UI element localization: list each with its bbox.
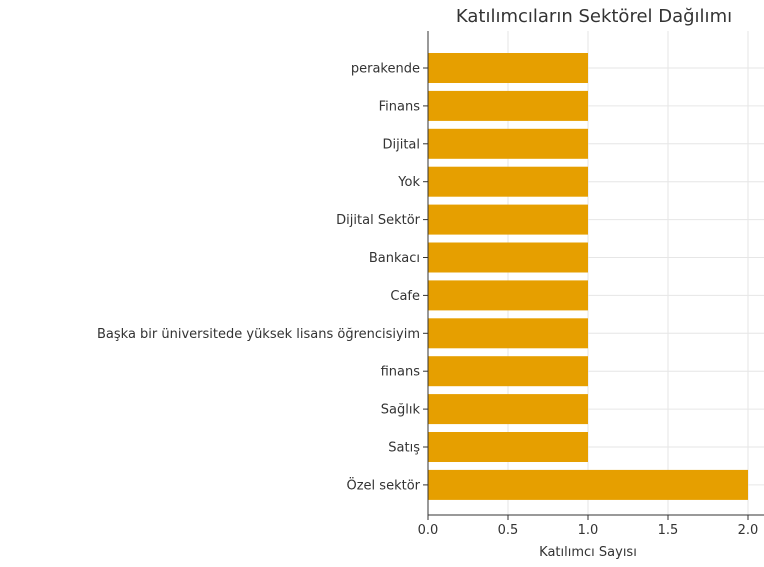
y-tick-label: Yok [397, 175, 420, 190]
bar [428, 318, 588, 349]
bar [428, 469, 748, 500]
bar [428, 204, 588, 235]
bar [428, 280, 588, 311]
bar [428, 356, 588, 387]
bar [428, 432, 588, 462]
bar [428, 166, 588, 197]
x-tick-label: 0.5 [498, 523, 519, 538]
x-tick-label: 2.0 [738, 523, 759, 538]
y-tick-label: Özel sektör [347, 476, 421, 493]
y-tick-label: Satış [388, 441, 420, 456]
y-tick-label: Başka bir üniversitede yüksek lisans öğr… [97, 327, 420, 342]
x-tick-labels: 0.0 0.5 1.0 1.5 2.0 [418, 515, 759, 538]
x-tick-label: 1.0 [578, 523, 599, 538]
bar [428, 90, 588, 121]
x-axis-label: Katılımcı Sayısı [539, 545, 637, 560]
y-tick-label: Bankacı [369, 251, 420, 266]
y-tick-label: perakende [351, 62, 420, 77]
bar [428, 128, 588, 159]
x-tick-label: 0.0 [418, 523, 439, 538]
bar [428, 242, 588, 273]
bar [428, 53, 588, 83]
y-tick-label: Dijital Sektör [336, 213, 420, 228]
y-tick-label: Dijital [382, 137, 420, 152]
y-tick-label: Cafe [390, 289, 420, 304]
bars [428, 53, 748, 500]
chart-title: Katılımcıların Sektörel Dağılımı [456, 6, 732, 27]
y-tick-label: Sağlık [381, 403, 421, 418]
y-tick-labels: perakende Finans Dijital Yok Dijital Sektör B… [97, 62, 428, 493]
bar [428, 394, 588, 425]
x-tick-label: 1.5 [658, 523, 679, 538]
y-tick-label: Finans [379, 99, 421, 114]
y-tick-label: finans [381, 365, 421, 380]
